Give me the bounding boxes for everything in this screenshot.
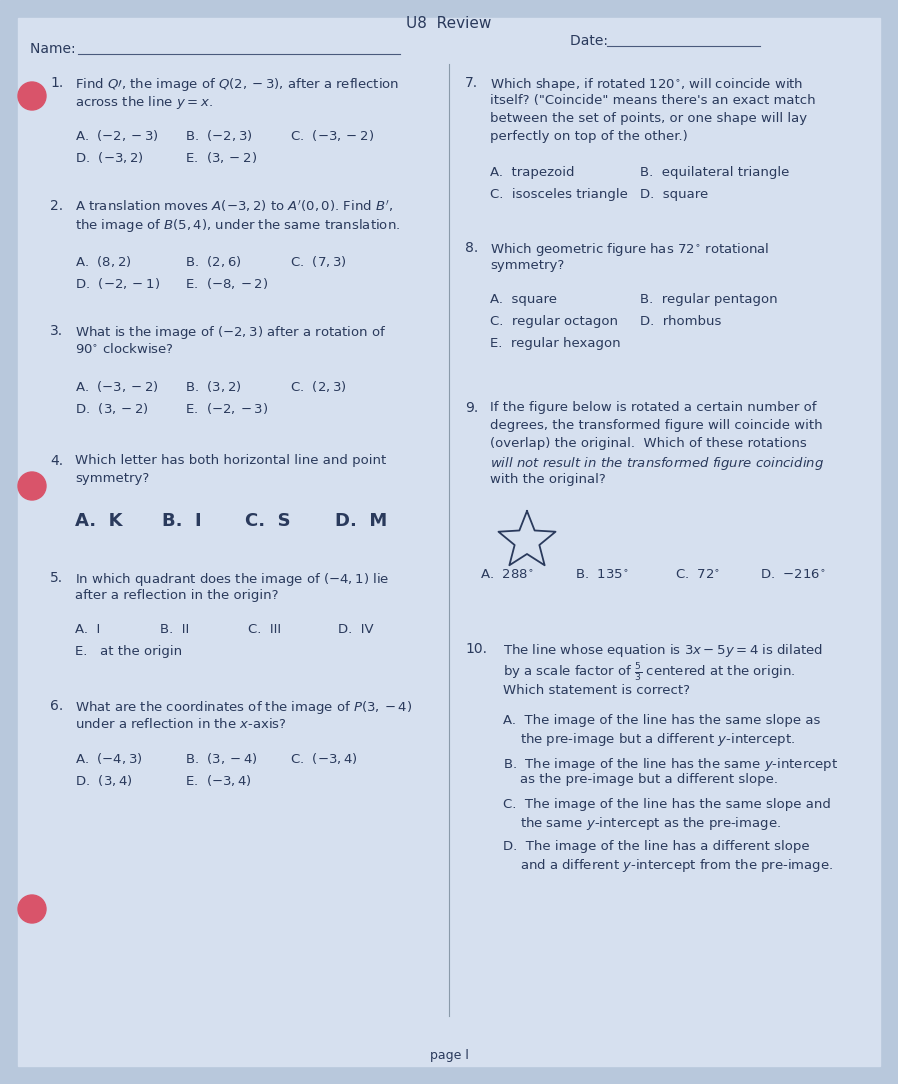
Text: A.  I: A. I xyxy=(75,623,101,636)
Text: E.  $(-8,-2)$: E. $(-8,-2)$ xyxy=(185,276,269,291)
Text: B.  $(3,-4)$: B. $(3,-4)$ xyxy=(185,751,258,766)
Text: B.  II: B. II xyxy=(160,623,189,636)
Text: D.  rhombus: D. rhombus xyxy=(640,315,721,328)
Text: D.  $(3,4)$: D. $(3,4)$ xyxy=(75,773,133,788)
Text: A.  $(-4,3)$: A. $(-4,3)$ xyxy=(75,751,143,766)
Text: C.  S: C. S xyxy=(245,512,291,530)
Text: Which shape, if rotated $120^{\circ}$, will coincide with: Which shape, if rotated $120^{\circ}$, w… xyxy=(490,76,803,93)
Text: C.  isosceles triangle: C. isosceles triangle xyxy=(490,188,628,201)
Text: B.  $(3,2)$: B. $(3,2)$ xyxy=(185,379,242,393)
Text: A.  trapezoid: A. trapezoid xyxy=(490,166,575,179)
Text: B.  regular pentagon: B. regular pentagon xyxy=(640,293,778,306)
Text: Which letter has both horizontal line and point: Which letter has both horizontal line an… xyxy=(75,454,386,467)
Text: with the original?: with the original? xyxy=(490,473,606,486)
Text: C.  $(-3,4)$: C. $(-3,4)$ xyxy=(290,751,357,766)
Text: after a reflection in the origin?: after a reflection in the origin? xyxy=(75,589,278,602)
Text: B.  $(-2,3)$: B. $(-2,3)$ xyxy=(185,128,252,143)
Text: C.  $(2,3)$: C. $(2,3)$ xyxy=(290,379,347,393)
Text: D.  square: D. square xyxy=(640,188,709,201)
Text: C.  regular octagon: C. regular octagon xyxy=(490,315,618,328)
Text: A translation moves $A(-3,2)$ to $A'(0,0)$. Find $B'$,: A translation moves $A(-3,2)$ to $A'(0,0… xyxy=(75,199,393,215)
Text: D.  $(-2,-1)$: D. $(-2,-1)$ xyxy=(75,276,160,291)
Text: the pre-image but a different $y$-intercept.: the pre-image but a different $y$-interc… xyxy=(520,731,795,748)
Text: 1.: 1. xyxy=(50,76,63,90)
Text: 5.: 5. xyxy=(50,571,63,585)
Text: What is the image of $(-2,3)$ after a rotation of: What is the image of $(-2,3)$ after a ro… xyxy=(75,324,386,341)
Text: (overlap) the original.  Which of these rotations: (overlap) the original. Which of these r… xyxy=(490,437,806,450)
Text: A.  $(-2,-3)$: A. $(-2,-3)$ xyxy=(75,128,159,143)
Text: degrees, the transformed figure will coincide with: degrees, the transformed figure will coi… xyxy=(490,420,823,433)
Text: D.  IV: D. IV xyxy=(338,623,374,636)
Text: C.  $(7,3)$: C. $(7,3)$ xyxy=(290,254,347,269)
Text: B.  $135^{\circ}$: B. $135^{\circ}$ xyxy=(575,569,629,582)
Text: 2.: 2. xyxy=(50,199,63,212)
Text: If the figure below is rotated a certain number of: If the figure below is rotated a certain… xyxy=(490,401,816,414)
Text: Which statement is correct?: Which statement is correct? xyxy=(503,684,690,697)
Text: A.  K: A. K xyxy=(75,512,122,530)
Text: D.  M: D. M xyxy=(335,512,387,530)
Text: E.  $(3,-2)$: E. $(3,-2)$ xyxy=(185,150,257,165)
Text: D.  $(3,-2)$: D. $(3,-2)$ xyxy=(75,401,149,416)
Text: A.  $288^{\circ}$: A. $288^{\circ}$ xyxy=(480,569,533,582)
Text: C.  The image of the line has the same slope and: C. The image of the line has the same sl… xyxy=(503,798,831,811)
Text: A.  The image of the line has the same slope as: A. The image of the line has the same sl… xyxy=(503,714,821,727)
Text: 4.: 4. xyxy=(50,454,63,468)
Text: symmetry?: symmetry? xyxy=(75,472,149,485)
Text: 3.: 3. xyxy=(50,324,63,338)
Text: E.   at the origin: E. at the origin xyxy=(75,645,182,658)
Text: E.  $(-3,4)$: E. $(-3,4)$ xyxy=(185,773,252,788)
Text: The line whose equation is $3x-5y=4$ is dilated: The line whose equation is $3x-5y=4$ is … xyxy=(503,642,823,659)
Text: D.  $(-3,2)$: D. $(-3,2)$ xyxy=(75,150,144,165)
Text: under a reflection in the $x$-axis?: under a reflection in the $x$-axis? xyxy=(75,717,286,731)
Text: C.  $72^{\circ}$: C. $72^{\circ}$ xyxy=(675,569,720,582)
Text: 10.: 10. xyxy=(465,642,487,656)
Text: itself? ("Coincide" means there's an exact match: itself? ("Coincide" means there's an exa… xyxy=(490,94,815,107)
Text: Which geometric figure has $72^{\circ}$ rotational: Which geometric figure has $72^{\circ}$ … xyxy=(490,241,770,258)
Text: B.  equilateral triangle: B. equilateral triangle xyxy=(640,166,789,179)
Text: B.  I: B. I xyxy=(162,512,202,530)
Text: B.  $(2,6)$: B. $(2,6)$ xyxy=(185,254,242,269)
Circle shape xyxy=(18,472,46,500)
Text: Name:: Name: xyxy=(30,42,80,56)
Text: A.  $(8,2)$: A. $(8,2)$ xyxy=(75,254,131,269)
Text: C.  III: C. III xyxy=(248,623,281,636)
Text: D.  The image of the line has a different slope: D. The image of the line has a different… xyxy=(503,840,810,853)
Text: and a different $y$-intercept from the pre-image.: and a different $y$-intercept from the p… xyxy=(520,857,833,874)
Text: symmetry?: symmetry? xyxy=(490,259,564,272)
Text: A.  $(-3,-2)$: A. $(-3,-2)$ xyxy=(75,379,159,393)
Text: U8  Review: U8 Review xyxy=(406,16,492,31)
Text: A.  square: A. square xyxy=(490,293,557,306)
Text: Date:: Date: xyxy=(570,34,612,48)
Text: $90^{\circ}$ clockwise?: $90^{\circ}$ clockwise? xyxy=(75,341,174,356)
Text: between the set of points, or one shape will lay: between the set of points, or one shape … xyxy=(490,112,807,125)
Text: 9.: 9. xyxy=(465,401,479,415)
Text: page l: page l xyxy=(429,1049,469,1062)
Text: the same $y$-intercept as the pre-image.: the same $y$-intercept as the pre-image. xyxy=(520,815,781,833)
Text: C.  $(-3,-2)$: C. $(-3,-2)$ xyxy=(290,128,374,143)
Text: perfectly on top of the other.): perfectly on top of the other.) xyxy=(490,130,688,143)
Text: will $not$ result in the transformed figure coinciding: will $not$ result in the transformed fig… xyxy=(490,455,824,472)
Text: In which quadrant does the image of $(-4,1)$ lie: In which quadrant does the image of $(-4… xyxy=(75,571,390,588)
Text: by a scale factor of $\frac{5}{3}$ centered at the origin.: by a scale factor of $\frac{5}{3}$ cente… xyxy=(503,662,796,684)
Text: 8.: 8. xyxy=(465,241,479,255)
Text: E.  regular hexagon: E. regular hexagon xyxy=(490,337,621,350)
Text: D.  $-216^{\circ}$: D. $-216^{\circ}$ xyxy=(760,569,826,582)
Text: B.  The image of the line has the same $y$-intercept: B. The image of the line has the same $y… xyxy=(503,756,839,773)
Text: What are the coordinates of the image of $P(3,-4)$: What are the coordinates of the image of… xyxy=(75,699,412,717)
Circle shape xyxy=(18,82,46,109)
Text: as the pre-image but a different slope.: as the pre-image but a different slope. xyxy=(520,773,778,786)
Text: Find $Q\prime$, the image of $Q(2,-3)$, after a reflection: Find $Q\prime$, the image of $Q(2,-3)$, … xyxy=(75,76,400,93)
Text: E.  $(-2,-3)$: E. $(-2,-3)$ xyxy=(185,401,269,416)
Text: the image of $B(5,4)$, under the same translation.: the image of $B(5,4)$, under the same tr… xyxy=(75,217,401,234)
Circle shape xyxy=(18,895,46,922)
Text: 7.: 7. xyxy=(465,76,478,90)
Text: 6.: 6. xyxy=(50,699,63,713)
Text: across the line $y = x$.: across the line $y = x$. xyxy=(75,94,213,111)
